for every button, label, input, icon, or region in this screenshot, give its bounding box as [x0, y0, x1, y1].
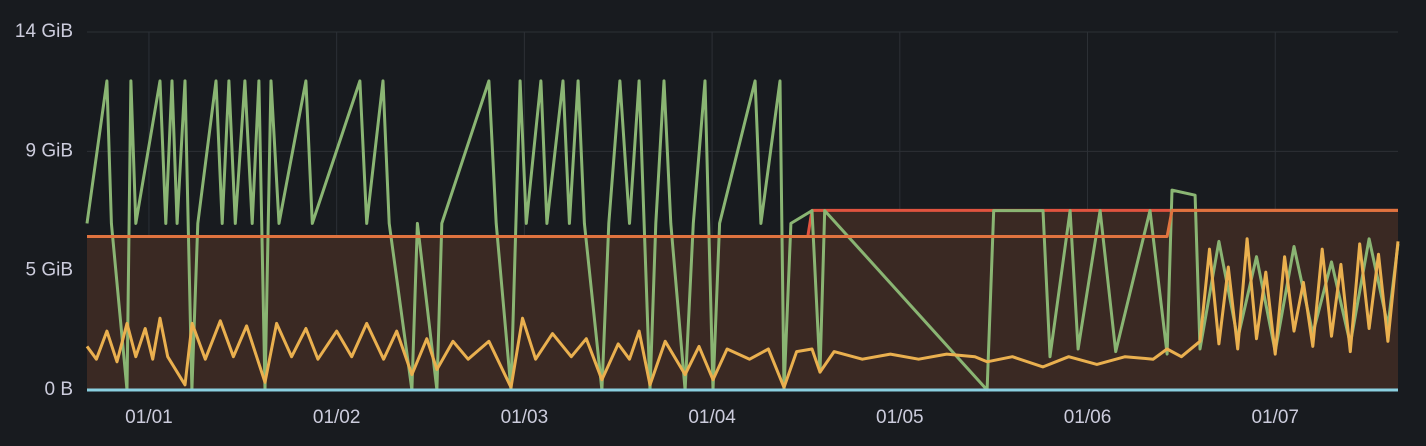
y-tick-label: 9 GiB	[25, 140, 73, 161]
y-tick-label: 14 GiB	[15, 21, 73, 42]
x-tick-label: 01/02	[313, 407, 361, 428]
y-tick-label: 5 GiB	[25, 260, 73, 281]
x-tick-label: 01/01	[125, 407, 173, 428]
x-tick-label: 01/07	[1251, 407, 1299, 428]
x-tick-label: 01/05	[876, 407, 924, 428]
x-tick-label: 01/03	[501, 407, 549, 428]
y-tick-label: 0 B	[44, 379, 73, 400]
series-line	[85, 79, 1400, 392]
x-tick-label: 01/06	[1064, 407, 1112, 428]
series-line	[85, 237, 1400, 389]
series-line	[87, 208, 1398, 238]
x-tick-label: 01/04	[688, 407, 736, 428]
